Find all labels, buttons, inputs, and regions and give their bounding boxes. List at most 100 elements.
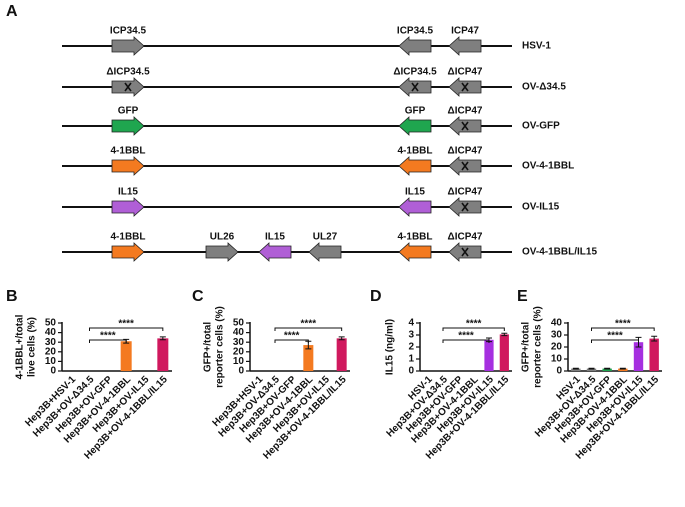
y-axis-label: GFP+/total xyxy=(203,322,214,373)
row-name: OV-GFP xyxy=(522,121,560,132)
y-tick-label: 20 xyxy=(551,342,563,353)
significance-label: **** xyxy=(615,319,631,330)
y-axis-label: reporter cells (%) xyxy=(533,306,544,388)
bar xyxy=(571,368,581,371)
error-bar xyxy=(338,336,345,341)
y-tick-label: 10 xyxy=(45,356,57,367)
gene-arrow xyxy=(111,116,145,136)
gene-label: ΔICP47 xyxy=(448,67,483,78)
gene-arrow xyxy=(398,242,432,262)
bar xyxy=(303,345,314,371)
y-tick-label: 50 xyxy=(45,318,57,329)
error-bar xyxy=(619,367,626,370)
panel-label: E xyxy=(517,288,528,305)
gene-label: ΔICP47 xyxy=(448,146,483,157)
y-tick-label: 40 xyxy=(233,327,245,338)
gene-label: ΔICP34.5 xyxy=(106,67,150,78)
y-tick-label: 30 xyxy=(233,337,245,348)
bar xyxy=(484,339,494,371)
gene-arrow xyxy=(308,242,342,262)
y-tick-label: 0 xyxy=(408,366,414,377)
gene-arrow xyxy=(258,242,292,262)
bar xyxy=(336,338,347,371)
y-tick-label: 10 xyxy=(551,354,563,365)
panel-label: D xyxy=(370,288,382,305)
significance-bracket xyxy=(89,339,127,343)
y-axis-label: IL15 (ng/ml) xyxy=(385,319,396,375)
y-tick-label: 2 xyxy=(408,342,414,353)
y-tick-label: 3 xyxy=(408,330,414,341)
gene-label: ΔICP47 xyxy=(448,232,483,243)
gene-label: 4-1BBL xyxy=(397,146,432,157)
gene-label: IL15 xyxy=(265,232,285,243)
error-bar xyxy=(651,335,658,342)
bar xyxy=(586,368,597,371)
gene-label: ICP34.5 xyxy=(397,26,434,37)
significance-label: **** xyxy=(301,319,317,330)
gene-label: GFP xyxy=(405,106,426,117)
gene-arrow xyxy=(398,116,432,136)
bar xyxy=(157,338,169,371)
bar xyxy=(602,368,612,371)
gene-label: ΔICP34.5 xyxy=(393,67,437,78)
gene-arrow xyxy=(205,242,239,262)
y-tick-label: 30 xyxy=(45,337,57,348)
gene-arrow xyxy=(111,197,145,217)
row-name: HSV-1 xyxy=(522,41,551,52)
gene-label: ICP47 xyxy=(451,26,479,37)
gene-label: ICP34.5 xyxy=(110,26,147,37)
y-tick-label: 1 xyxy=(408,354,414,365)
significance-label: **** xyxy=(284,331,300,342)
deletion-mark xyxy=(461,202,469,212)
panel-label: B xyxy=(6,288,18,305)
y-tick-label: 40 xyxy=(45,327,57,338)
gene-arrow xyxy=(398,197,432,217)
significance-bracket xyxy=(442,327,505,331)
bar xyxy=(649,338,659,371)
error-bar xyxy=(572,367,579,370)
significance-label: **** xyxy=(458,331,474,342)
deletion-mark xyxy=(461,161,469,171)
significance-label: **** xyxy=(100,331,116,342)
y-tick-label: 20 xyxy=(45,346,57,357)
y-axis-label: GFP+/total xyxy=(521,322,532,373)
bar xyxy=(633,342,644,371)
significance-bracket xyxy=(591,327,655,331)
y-tick-label: 10 xyxy=(233,356,245,367)
y-axis-label: 4-1BBL+/total xyxy=(15,314,26,379)
bar xyxy=(499,334,509,371)
error-bar xyxy=(604,367,611,370)
error-bar xyxy=(501,332,508,337)
gene-label: UL27 xyxy=(313,232,338,243)
gene-label: GFP xyxy=(118,106,139,117)
gene-arrow xyxy=(448,36,482,56)
y-axis-label: live cells (%) xyxy=(27,317,38,377)
bar xyxy=(120,341,132,371)
y-tick-label: 0 xyxy=(556,366,562,377)
y-tick-label: 30 xyxy=(551,330,563,341)
significance-label: **** xyxy=(118,319,134,330)
significance-bracket xyxy=(274,327,343,331)
significance-label: **** xyxy=(607,331,623,342)
significance-bracket xyxy=(89,327,164,331)
deletion-mark xyxy=(411,82,419,92)
y-tick-label: 20 xyxy=(233,346,245,357)
significance-bracket xyxy=(274,339,309,343)
y-tick-label: 4 xyxy=(408,318,414,329)
deletion-mark xyxy=(461,121,469,131)
gene-label: IL15 xyxy=(118,187,138,198)
gene-arrow xyxy=(111,242,145,262)
gene-label: ΔICP47 xyxy=(448,106,483,117)
gene-label: 4-1BBL xyxy=(110,232,145,243)
error-bar xyxy=(588,367,595,370)
deletion-mark xyxy=(124,82,132,92)
significance-bracket xyxy=(442,339,490,343)
gene-label: IL15 xyxy=(405,187,425,198)
panel-label: A xyxy=(6,3,18,20)
gene-arrow xyxy=(398,156,432,176)
gene-label: 4-1BBL xyxy=(397,232,432,243)
y-tick-label: 40 xyxy=(551,318,563,329)
gene-label: ΔICP47 xyxy=(448,187,483,198)
significance-label: **** xyxy=(466,319,482,330)
row-name: OV-Δ34.5 xyxy=(522,82,566,93)
